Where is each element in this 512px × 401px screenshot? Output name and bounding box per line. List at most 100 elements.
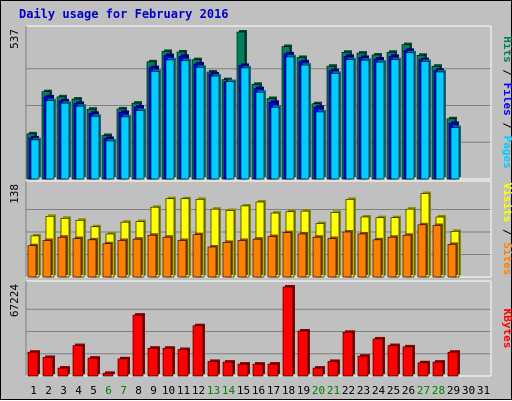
bar-kbytes <box>147 347 159 377</box>
bar-sites <box>237 240 247 278</box>
bar-pages <box>360 59 370 180</box>
bar-sites <box>417 224 427 278</box>
bar-pages <box>255 91 265 180</box>
bar-sites <box>327 238 337 278</box>
bar-kbytes <box>417 362 429 377</box>
bar-sites <box>57 236 67 278</box>
x-tick-label: 10 <box>162 384 175 397</box>
bar-pages <box>75 105 85 180</box>
bar-kbytes <box>177 349 189 377</box>
bar-pages <box>150 71 160 180</box>
bar-sites <box>297 233 307 278</box>
y-max-label: 537 <box>8 29 21 49</box>
bar-sites <box>372 239 382 278</box>
x-tick-label: 1 <box>30 384 37 397</box>
bar-kbytes-shadow <box>105 371 115 374</box>
legend-entry: Hits <box>501 36 512 63</box>
x-tick-label: 14 <box>222 384 236 397</box>
bar-kbytes <box>327 361 339 377</box>
x-tick-label: 30 <box>462 384 475 397</box>
bar-sites <box>27 245 37 278</box>
bar-sites <box>132 238 142 278</box>
x-tick-label: 20 <box>312 384 325 397</box>
x-tick-label: 29 <box>447 384 460 397</box>
x-tick-label: 17 <box>267 384 280 397</box>
bar-kbytes <box>117 358 129 377</box>
bar-pages <box>195 67 205 180</box>
bar-kbytes <box>297 330 309 377</box>
bar-pages <box>270 106 280 180</box>
bar-sites <box>162 236 172 278</box>
bar-pages <box>105 140 115 180</box>
bar-pages <box>450 127 460 180</box>
bar-kbytes <box>447 351 459 377</box>
bar-kbytes <box>222 361 234 377</box>
x-tick-label: 19 <box>297 384 310 397</box>
bar-sites <box>222 242 232 278</box>
legend-entry: KBytes <box>501 309 512 349</box>
bar-kbytes <box>72 345 84 377</box>
x-tick-label: 18 <box>282 384 295 397</box>
chart-title: Daily usage for February 2016 <box>19 7 229 21</box>
x-tick-label: 3 <box>60 384 67 397</box>
bar-kbytes <box>342 332 354 377</box>
x-tick-label: 27 <box>417 384 430 397</box>
bar-sites <box>207 246 217 278</box>
bar-pages <box>375 61 385 180</box>
x-tick-label: 13 <box>207 384 220 397</box>
y-max-label: 67224 <box>8 284 21 317</box>
legend-separator: / <box>501 116 512 136</box>
bar-kbytes <box>207 361 219 377</box>
bar-pages <box>315 111 325 180</box>
x-tick-label: 4 <box>75 384 82 397</box>
bar-sites <box>282 232 292 278</box>
bar-sites <box>432 225 442 278</box>
legend-entry: Pages <box>501 136 512 169</box>
x-tick-label: 24 <box>372 384 386 397</box>
bar-kbytes <box>57 367 69 377</box>
bar-kbytes <box>237 363 249 377</box>
bar-sites <box>177 240 187 278</box>
x-tick-label: 22 <box>342 384 355 397</box>
bar-pages <box>405 52 415 180</box>
bar-sites <box>252 238 262 278</box>
bar-pages <box>135 110 145 180</box>
bar-kbytes <box>312 367 324 377</box>
bar-kbytes <box>132 314 144 377</box>
x-tick-label: 16 <box>252 384 265 397</box>
bar-pages <box>210 75 220 180</box>
bar-pages <box>90 116 100 180</box>
x-tick-label: 23 <box>357 384 370 397</box>
bar-sites <box>87 239 97 278</box>
bar-sites <box>342 231 352 278</box>
bar-sites <box>357 233 367 278</box>
bar-sites <box>267 236 277 278</box>
bar-pages <box>165 59 175 180</box>
x-tick-label: 6 <box>105 384 112 397</box>
bar-sites <box>402 234 412 278</box>
bar-pages <box>30 139 40 180</box>
x-tick-label: 25 <box>387 384 400 397</box>
bar-pages <box>60 102 70 180</box>
bar-sites <box>102 243 112 278</box>
bar-kbytes <box>387 345 399 377</box>
bar-kbytes <box>402 346 414 377</box>
legend: Visits / Sites <box>501 183 512 276</box>
legend-separator: / <box>501 63 512 83</box>
bar-sites <box>117 240 127 278</box>
bar-pages <box>240 67 250 180</box>
x-tick-label: 12 <box>192 384 205 397</box>
bar-sites <box>72 238 82 278</box>
bar-kbytes <box>357 355 369 377</box>
x-tick-label: 26 <box>402 384 415 397</box>
x-tick-label: 31 <box>477 384 490 397</box>
x-tick-label: 7 <box>120 384 127 397</box>
legend: KBytes <box>501 309 512 349</box>
bar-pages <box>435 71 445 180</box>
x-tick-label: 2 <box>45 384 52 397</box>
bar-kbytes <box>27 351 39 377</box>
x-tick-label: 15 <box>237 384 250 397</box>
legend-entry: Files <box>501 83 512 116</box>
